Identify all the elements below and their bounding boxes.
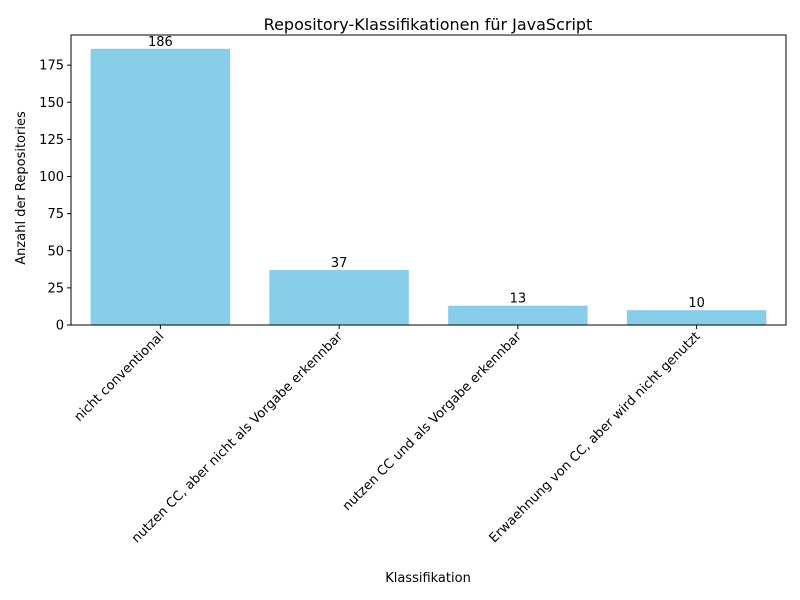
y-tick-label: 75: [47, 207, 64, 222]
x-tick-label: nicht conventional: [72, 329, 168, 425]
plot-frame: [70, 34, 787, 326]
y-tick-label: 0: [56, 319, 64, 334]
bars-group: [90, 48, 767, 326]
x-axis-label: Klassifikation: [385, 571, 471, 586]
value-labels-group: 186 37 13 10: [148, 35, 705, 311]
y-tick-label: 175: [39, 59, 64, 74]
bar: [626, 310, 767, 325]
chart-title: Repository-Klassifikationen für JavaScri…: [264, 15, 593, 34]
bar: [90, 48, 231, 326]
x-tick-label: nutzen CC, aber nicht als Vorgabe erkenn…: [129, 329, 346, 546]
y-ticks-group: 0 25 50 75 100 125 150 175: [39, 59, 71, 334]
y-tick-label: 25: [47, 281, 64, 296]
y-tick-label: 50: [47, 244, 64, 259]
y-axis-label: Anzahl der Repositories: [14, 111, 29, 265]
bar-value-label: 186: [148, 35, 173, 50]
bar: [448, 305, 588, 325]
y-tick-label: 150: [39, 96, 64, 111]
bar-value-label: 10: [688, 296, 705, 311]
bar-value-label: 13: [510, 292, 527, 307]
x-tick-label: Erwaehnung von CC, aber wird nicht genut…: [487, 329, 704, 546]
y-tick-label: 125: [39, 133, 64, 148]
bar-value-label: 37: [331, 256, 348, 271]
bar: [269, 270, 409, 325]
y-tick-label: 100: [39, 170, 64, 185]
x-tick-label: nutzen CC und als Vorgabe erkennbar: [340, 329, 525, 514]
